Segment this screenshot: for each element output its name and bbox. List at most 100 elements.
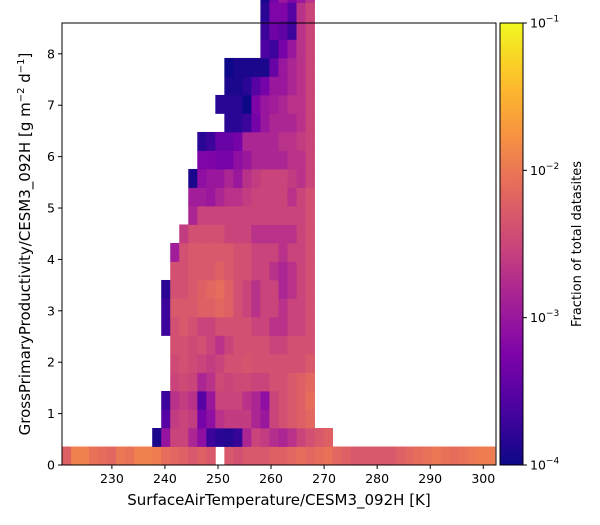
heatmap-cell xyxy=(206,335,216,355)
heatmap-cell xyxy=(260,372,270,392)
heatmap-cell xyxy=(287,335,297,355)
heatmap-cell xyxy=(242,390,252,410)
heatmap-cell xyxy=(206,150,216,170)
heatmap-cell xyxy=(224,131,234,151)
heatmap-cell xyxy=(251,409,261,429)
heatmap-cell xyxy=(197,131,207,151)
heatmap-cell xyxy=(296,113,306,133)
heatmap-cell xyxy=(233,224,243,244)
heatmap-cell xyxy=(278,409,288,429)
heatmap-cell xyxy=(287,0,297,3)
heatmap-cell xyxy=(260,205,270,225)
heatmap-cell xyxy=(251,298,261,318)
x-tick-label: 240 xyxy=(153,471,177,486)
heatmap-cell xyxy=(188,353,198,373)
heatmap-cell xyxy=(278,279,288,299)
heatmap-cell xyxy=(224,168,234,188)
heatmap-cell xyxy=(206,261,216,281)
heatmap-cell xyxy=(260,409,270,429)
heatmap-cell xyxy=(251,224,261,244)
heatmap-cell xyxy=(269,113,279,133)
heatmap-cell xyxy=(260,113,270,133)
heatmap-cell xyxy=(440,446,451,466)
heatmap-cell xyxy=(260,390,270,410)
heatmap-cell xyxy=(260,316,270,336)
heatmap-cell xyxy=(269,261,279,281)
heatmap-cell xyxy=(377,446,388,466)
heatmap-cell xyxy=(224,298,234,318)
heatmap-cell xyxy=(278,298,288,318)
heatmap-cell xyxy=(278,150,288,170)
heatmap-cell xyxy=(251,168,261,188)
heatmap-cell xyxy=(206,316,216,336)
heatmap-cell xyxy=(305,409,315,429)
heatmap-cell xyxy=(242,428,252,447)
heatmap-cell xyxy=(233,57,243,77)
heatmap-cell xyxy=(350,446,361,466)
heatmap-cell xyxy=(215,409,225,429)
heatmap-cell xyxy=(278,390,288,410)
heatmap-cell xyxy=(269,94,279,114)
heatmap-cell xyxy=(197,242,207,262)
heatmap-cell xyxy=(458,446,469,466)
heatmap-cell xyxy=(188,205,198,225)
heatmap-cell xyxy=(323,446,333,466)
heatmap-cell xyxy=(296,2,306,22)
heatmap-cell xyxy=(233,150,243,170)
heatmap-cell xyxy=(278,0,288,3)
heatmap-cell xyxy=(260,76,270,96)
heatmap-cell xyxy=(233,390,243,410)
heatmap-cell xyxy=(188,316,198,336)
heatmap-cell xyxy=(305,242,315,262)
heatmap-cell xyxy=(215,372,225,392)
heatmap-cell xyxy=(269,20,279,40)
heatmap-cell xyxy=(242,205,252,225)
heatmap-cell xyxy=(152,446,162,466)
heatmap-cell xyxy=(287,39,297,59)
heatmap-cell xyxy=(242,57,252,77)
heatmap-cell xyxy=(278,224,288,244)
heatmap-cells xyxy=(62,0,496,466)
heatmap-cell xyxy=(143,446,153,466)
heatmap-cell xyxy=(242,187,252,207)
heatmap-cell xyxy=(107,446,117,466)
heatmap-cell xyxy=(206,131,216,151)
heatmap-cell xyxy=(260,57,270,77)
heatmap-cell xyxy=(251,113,261,133)
heatmap-cell xyxy=(179,372,189,392)
heatmap-cell xyxy=(305,446,315,466)
heatmap-cell xyxy=(296,428,306,447)
heatmap-cell xyxy=(206,224,216,244)
heatmap-cell xyxy=(251,390,261,410)
heatmap-cell xyxy=(296,335,306,355)
heatmap-cell xyxy=(224,428,234,447)
heatmap-cell xyxy=(233,446,243,466)
heatmap-cell xyxy=(278,131,288,151)
heatmap-cell xyxy=(233,409,243,429)
heatmap-cell xyxy=(206,372,216,392)
heatmap-cell xyxy=(242,94,252,114)
heatmap-cell xyxy=(296,205,306,225)
heatmap-cell xyxy=(260,150,270,170)
y-tick-label: 3 xyxy=(47,303,55,318)
heatmap-cell xyxy=(260,2,270,22)
heatmap-cell xyxy=(296,39,306,59)
heatmap-cell xyxy=(215,353,225,373)
heatmap-cell xyxy=(296,131,306,151)
heatmap-cell xyxy=(206,168,216,188)
heatmap-cell xyxy=(179,279,189,299)
heatmap-cell xyxy=(215,187,225,207)
heatmap-cell xyxy=(251,372,261,392)
heatmap-cell xyxy=(197,279,207,299)
heatmap-cell xyxy=(251,261,261,281)
heatmap-cell xyxy=(215,390,225,410)
heatmap-cell xyxy=(233,428,243,447)
heatmap-cell xyxy=(305,39,315,59)
colorbar-tick-label: 10−1 xyxy=(530,15,559,31)
heatmap-cell xyxy=(233,335,243,355)
colorbar xyxy=(499,22,524,466)
x-tick-label: 280 xyxy=(365,471,389,486)
heatmap-cell xyxy=(296,261,306,281)
colorbar-ticks: 10−1 10−2 10−3 10−4 xyxy=(523,15,559,473)
heatmap-cell xyxy=(260,20,270,40)
